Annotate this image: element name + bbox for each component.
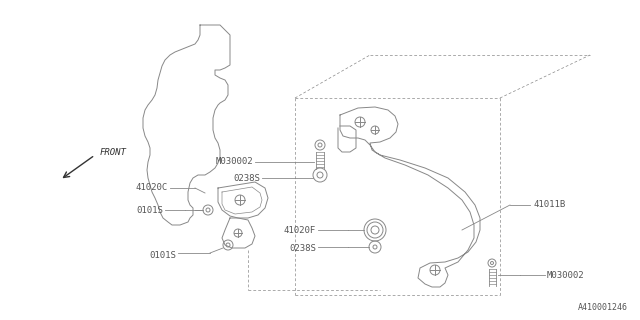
Text: 0101S: 0101S	[149, 251, 176, 260]
Text: 0238S: 0238S	[233, 173, 260, 182]
Text: M030002: M030002	[216, 156, 253, 165]
Polygon shape	[218, 182, 268, 218]
Text: 0238S: 0238S	[289, 244, 316, 252]
Text: 41020C: 41020C	[136, 182, 168, 191]
Polygon shape	[143, 25, 230, 225]
Text: A410001246: A410001246	[578, 303, 628, 312]
Text: M030002: M030002	[547, 271, 584, 281]
Text: FRONT: FRONT	[100, 148, 127, 156]
Text: 41011B: 41011B	[533, 199, 565, 209]
Text: 0101S: 0101S	[136, 205, 163, 214]
Polygon shape	[338, 126, 356, 152]
Polygon shape	[340, 107, 480, 287]
Text: 41020F: 41020F	[284, 226, 316, 235]
Polygon shape	[222, 218, 255, 248]
